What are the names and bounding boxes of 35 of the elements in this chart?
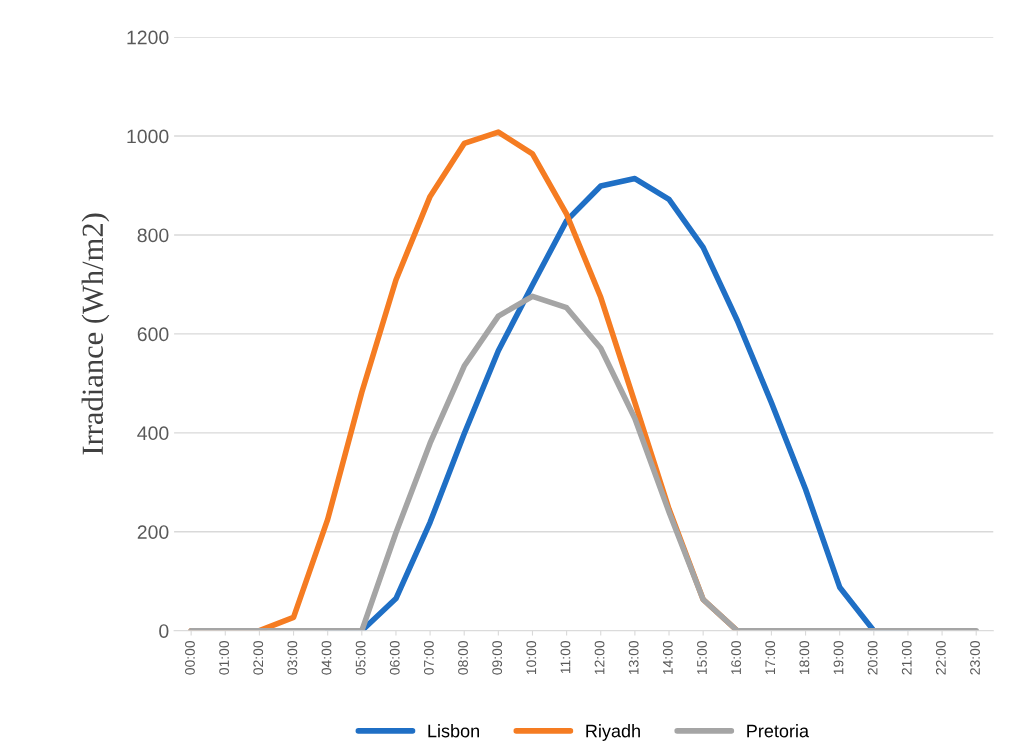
y-tick-label: 1000 [127,129,169,144]
x-tick-label: 12:00 [594,640,605,675]
y-tick-label: 200 [137,525,169,539]
x-tick-label: 02:00 [253,640,264,675]
x-tick-label: 16:00 [731,640,742,675]
x-tick-label: 22:00 [935,640,946,675]
x-tick-label: 08:00 [458,640,468,675]
x-tick-label: 18:00 [799,640,810,675]
legend-label: Lisbon [428,724,479,738]
y-axis-title: Irradiance (Wh/m2) [81,213,110,455]
x-tick-label: 05:00 [355,640,366,675]
x-tick-label: 21:00 [901,640,912,675]
x-tick-label: 03:00 [287,640,298,675]
x-tick-label: 06:00 [389,640,400,675]
x-tick-label: 15:00 [697,640,707,675]
y-tick-label: 800 [137,228,169,243]
x-tick-label: 04:00 [321,640,332,675]
x-tick-label: 00:00 [185,640,195,675]
x-tick-label: 10:00 [526,640,537,675]
legend-label: Riyadh [586,724,640,741]
y-tick-label: 0 [159,624,169,638]
x-tick-label: 17:00 [765,640,776,675]
y-tick-label: 400 [137,426,169,441]
y-tick-label: 600 [137,327,169,342]
x-tick-label: 14:00 [662,640,673,675]
x-tick-label: 07:00 [423,640,434,675]
x-tick-label: 20:00 [867,640,878,675]
x-tick-label: 23:00 [970,640,980,675]
legend-label: Pretoria [747,724,810,738]
x-tick-label: 11:00 [560,640,571,674]
y-tick-label: 1200 [127,30,169,45]
x-tick-label: 09:00 [492,640,503,675]
x-tick-label: 01:00 [219,640,230,675]
x-tick-label: 13:00 [628,640,639,675]
x-tick-label: 19:00 [833,640,844,675]
